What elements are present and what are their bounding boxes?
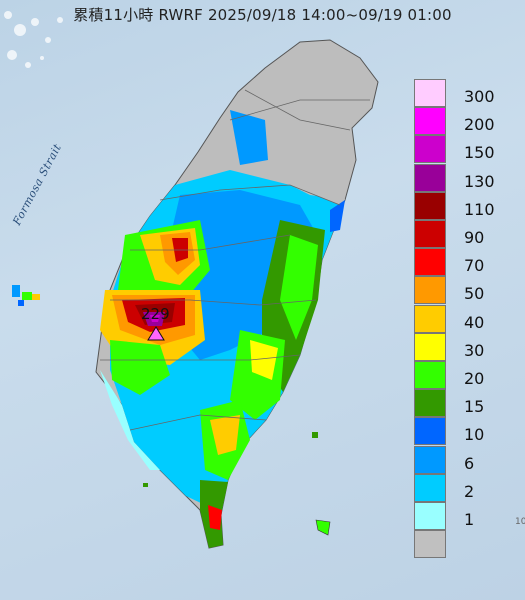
legend-swatch xyxy=(414,361,446,389)
legend-swatch xyxy=(414,248,446,276)
legend-swatch xyxy=(414,107,446,135)
legend-label: 40 xyxy=(464,313,485,332)
legend-swatch xyxy=(414,220,446,248)
legend-label: 150 xyxy=(464,143,495,162)
legend-label: 15 xyxy=(464,397,485,416)
legend-label: 2 xyxy=(464,482,475,501)
legend-swatch xyxy=(414,389,446,417)
legend-label: 50 xyxy=(464,284,485,303)
legend-swatch xyxy=(414,192,446,220)
legend-label: 20 xyxy=(464,369,485,388)
legend-swatch xyxy=(414,417,446,445)
rainfall-regions xyxy=(100,110,345,548)
legend-label: 1 xyxy=(464,510,475,529)
county-boundaries xyxy=(100,89,370,431)
outlying-islands xyxy=(12,285,331,536)
legend-swatch xyxy=(414,79,446,107)
legend-label: 200 xyxy=(464,115,495,134)
legend-swatch xyxy=(414,276,446,304)
legend-label: 110 xyxy=(464,200,495,219)
legend-label: 6 xyxy=(464,454,475,473)
legend-label: 90 xyxy=(464,228,485,247)
legend-swatch xyxy=(414,446,446,474)
legend-swatch xyxy=(414,135,446,163)
legend-label: 300 xyxy=(464,87,495,106)
legend-label: 70 xyxy=(464,256,485,275)
legend-swatch xyxy=(414,305,446,333)
legend-swatch xyxy=(414,474,446,502)
legend-swatch xyxy=(414,502,446,530)
max-marker xyxy=(147,326,165,341)
map-title: 累積11小時 RWRF 2025/09/18 14:00~09/19 01:00 xyxy=(73,6,452,24)
legend-label: 30 xyxy=(464,341,485,360)
legend-swatch xyxy=(414,164,446,192)
legend-label: 130 xyxy=(464,172,495,191)
legend-label: 10 xyxy=(464,425,485,444)
legend-swatch xyxy=(414,530,446,558)
max-value-label: 229 xyxy=(141,305,170,323)
edge-mark: 10 xyxy=(515,517,525,527)
cloud-texture xyxy=(4,11,63,68)
legend-swatch xyxy=(414,333,446,361)
